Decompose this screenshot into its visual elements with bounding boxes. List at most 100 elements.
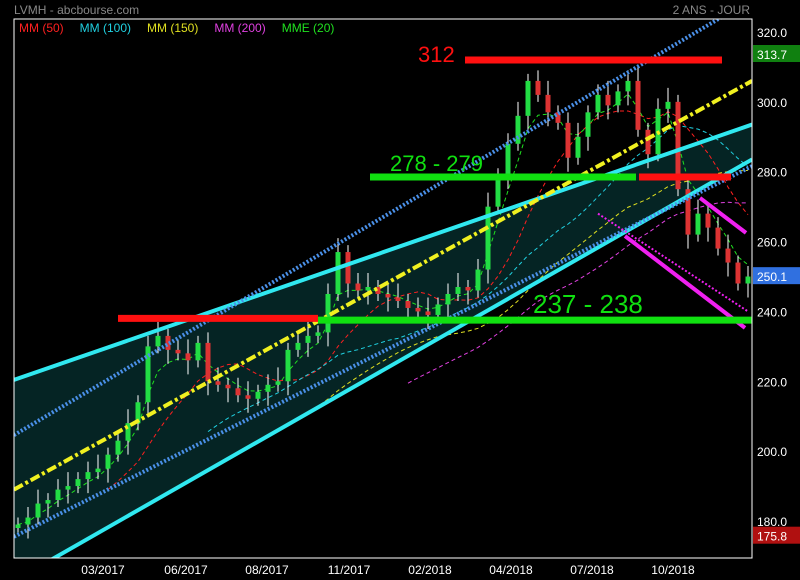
candle-body	[265, 384, 271, 392]
candle-body	[595, 94, 601, 113]
candle-body	[525, 80, 531, 116]
price-badge-label: 250.1	[757, 270, 787, 284]
candle-body	[475, 269, 481, 291]
candle-body	[365, 286, 371, 291]
candle-body	[405, 300, 411, 308]
plot-frame	[13, 18, 753, 559]
candle-body	[215, 381, 221, 385]
candle-body	[695, 213, 701, 235]
candle-body	[325, 293, 331, 333]
candle-body	[605, 94, 611, 106]
candle-body	[425, 311, 431, 315]
candle-body	[585, 112, 591, 137]
candle-body	[155, 335, 161, 347]
candle-body	[25, 517, 31, 525]
down-channel-dotted-line	[597, 212, 749, 313]
candle-body	[125, 423, 131, 441]
candle-body	[555, 112, 561, 123]
chart-title: LVMH - abcbourse.com	[14, 3, 140, 17]
candle-body	[95, 468, 101, 473]
candle-body	[315, 332, 321, 336]
candle-body	[185, 353, 191, 361]
candle-body	[15, 524, 21, 529]
candle-body	[165, 335, 171, 350]
candle-body	[195, 342, 201, 361]
channel-upper-line	[14, 122, 752, 382]
candle-body	[575, 136, 581, 158]
level-label: 237 - 238	[533, 289, 643, 319]
candle-body	[615, 91, 621, 106]
channel-fill	[14, 124, 752, 558]
moving-average-1	[207, 125, 749, 433]
candle-body	[495, 175, 501, 207]
candle-body	[745, 276, 751, 284]
candle-body	[625, 80, 631, 92]
candle-body	[395, 297, 401, 301]
candle-body	[205, 342, 211, 382]
x-tick-label: 07/2018	[570, 563, 614, 577]
candle-body	[305, 335, 311, 343]
legend-item-2: MM (150)	[147, 21, 198, 35]
candle-body	[715, 227, 721, 249]
channel-median-line	[14, 79, 752, 492]
price-badge	[753, 267, 800, 285]
candle-body	[55, 489, 61, 501]
y-tick-label: 320.0	[757, 26, 787, 40]
candle-body	[135, 402, 141, 424]
candle-body	[255, 391, 261, 399]
x-tick-label: 03/2017	[81, 563, 125, 577]
candle-body	[335, 252, 341, 294]
candle-body	[435, 304, 441, 315]
candle-body	[175, 349, 181, 354]
y-tick-label: 300.0	[757, 96, 787, 110]
down-channel-upper-line	[698, 196, 748, 235]
candle-body	[355, 283, 361, 291]
candle-body	[225, 384, 231, 389]
y-tick-label: 220.0	[757, 375, 787, 389]
candle-body	[635, 80, 641, 130]
candle-body	[105, 454, 111, 469]
candle-body	[415, 307, 421, 312]
candle-body	[75, 479, 81, 487]
candle-body	[665, 101, 671, 109]
candle-body	[465, 286, 471, 291]
candle-body	[85, 472, 91, 480]
x-tick-label: 06/2017	[164, 563, 208, 577]
level-label: 278 - 279	[390, 151, 483, 176]
legend-item-0: MM (50)	[19, 21, 64, 35]
candle-body	[535, 80, 541, 95]
candle-body	[375, 286, 381, 294]
candle-body	[675, 101, 681, 190]
y-tick-label: 280.0	[757, 166, 787, 180]
candle-body	[485, 206, 491, 270]
legend-item-3: MM (200)	[214, 21, 265, 35]
price-badge-label: 313.7	[757, 48, 787, 62]
candle-body	[65, 486, 71, 490]
candle-body	[115, 440, 121, 455]
moving-average-3	[407, 201, 749, 384]
candle-body	[235, 388, 241, 396]
candle-body	[455, 286, 461, 294]
candle-body	[275, 381, 281, 385]
candle-body	[45, 500, 51, 504]
channel-lower-line	[50, 157, 752, 558]
legend-item-1: MM (100)	[80, 21, 131, 35]
x-tick-label: 02/2018	[408, 563, 452, 577]
candle-body	[285, 349, 291, 382]
candle-body	[245, 395, 251, 399]
y-tick-label: 240.0	[757, 305, 787, 319]
legend-item-4: MME (20)	[282, 21, 335, 35]
candle-body	[735, 262, 741, 284]
price-badge	[753, 45, 800, 63]
period-label[interactable]: 2 ANS - JOUR	[672, 3, 750, 17]
candle-body	[345, 252, 351, 284]
price-badge	[753, 526, 800, 544]
candle-body	[505, 143, 511, 176]
x-tick-label: 11/2017	[328, 563, 371, 577]
x-tick-label: 10/2018	[651, 563, 695, 577]
price-badge-label: 175.8	[757, 530, 787, 544]
candle-body	[645, 129, 651, 155]
candle-body	[705, 213, 711, 228]
candle-body	[565, 122, 571, 158]
down-channel-lower-line	[623, 234, 747, 330]
